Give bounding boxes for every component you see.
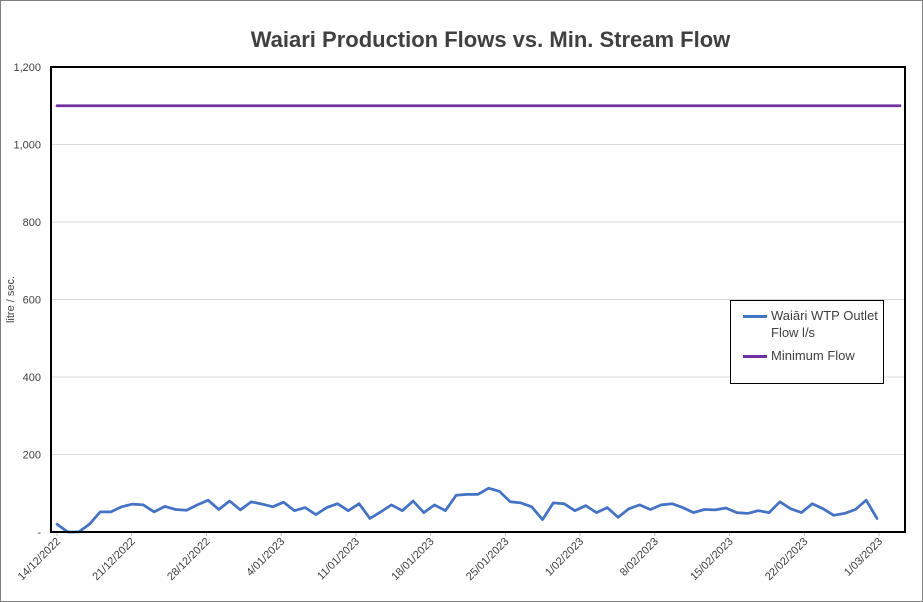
x-tick-label: 28/12/2022: [165, 536, 212, 583]
x-tick-label: 22/02/2023: [763, 536, 810, 583]
x-tick-label: 15/02/2023: [688, 536, 735, 583]
x-tick-label: 4/01/2023: [244, 536, 287, 579]
y-tick-label: 200: [23, 450, 41, 462]
x-tick-label: 1/03/2023: [842, 536, 885, 579]
x-tick-label: 11/01/2023: [315, 536, 362, 583]
y-tick-label: 1,000: [13, 140, 41, 152]
x-tick-label: 8/02/2023: [618, 536, 661, 579]
x-tick-label: 18/01/2023: [389, 536, 436, 583]
legend-label-outlet-flow: Waiāri WTP Outlet Flow l/s: [771, 308, 878, 340]
plot-border: [50, 66, 906, 533]
legend-swatch-minimum-flow: [743, 355, 767, 358]
series-line-outlet-flow: [55, 486, 879, 534]
y-tick-label: 400: [23, 372, 41, 384]
legend-label-minimum-flow: Minimum Flow: [771, 348, 855, 363]
x-tick-label: 14/12/2022: [16, 536, 63, 583]
y-tick-label: 1,200: [13, 62, 41, 74]
x-tick-label: 1/02/2023: [543, 536, 586, 579]
legend-swatch-outlet-flow: [743, 315, 767, 318]
y-tick-label: 800: [23, 217, 41, 229]
x-tick-label: 21/12/2022: [90, 536, 137, 583]
x-tick-label: 25/01/2023: [464, 536, 511, 583]
legend-item-outlet-flow: Waiāri WTP Outlet Flow l/s: [743, 307, 879, 341]
y-tick-label: 600: [23, 295, 41, 307]
chart-title: Waiari Production Flows vs. Min. Stream …: [250, 27, 731, 52]
legend-item-minimum-flow: Minimum Flow: [743, 347, 879, 364]
chart-legend: Waiāri WTP Outlet Flow l/s Minimum Flow: [730, 300, 884, 384]
y-tick-label: -: [37, 527, 41, 539]
y-axis-title: litre / sec.: [5, 276, 17, 323]
